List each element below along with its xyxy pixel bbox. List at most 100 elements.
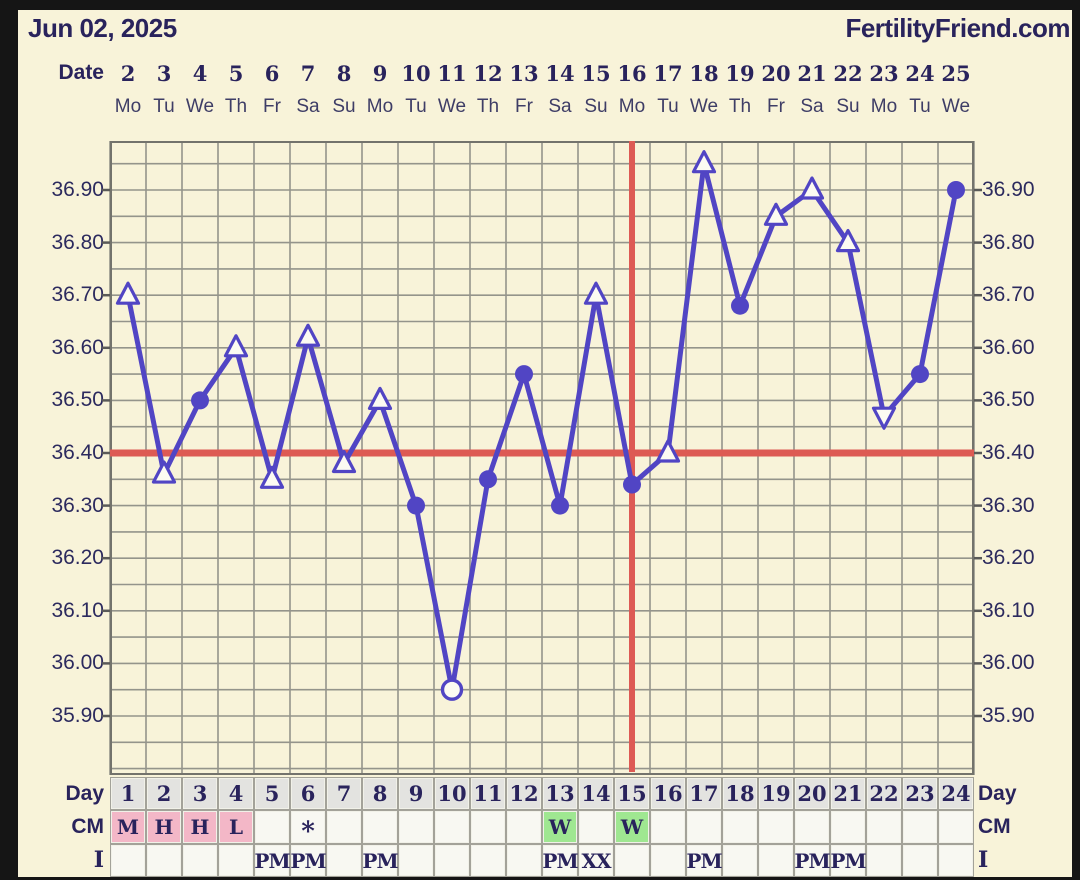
cm-cell-20[interactable] — [794, 810, 830, 844]
intercourse-cell-12[interactable] — [506, 844, 542, 877]
intercourse-cell-24[interactable] — [938, 844, 974, 877]
day-cell-24[interactable]: 24 — [938, 777, 974, 810]
day-cell-19[interactable]: 19 — [758, 777, 794, 810]
temp-marker-day-4[interactable] — [223, 334, 249, 358]
temp-marker-day-7[interactable] — [331, 449, 357, 474]
temp-marker-day-23[interactable] — [911, 365, 929, 384]
day-cell-8[interactable]: 8 — [362, 777, 398, 810]
day-cell-13[interactable]: 13 — [542, 777, 578, 810]
temp-marker-day-16[interactable] — [655, 439, 681, 463]
day-cell-22[interactable]: 22 — [866, 777, 902, 810]
day-cell-18[interactable]: 18 — [722, 777, 758, 810]
cm-cell-6[interactable]: * — [290, 810, 326, 847]
day-cell-3[interactable]: 3 — [182, 777, 218, 810]
day-cell-5[interactable]: 5 — [254, 777, 290, 810]
temp-marker-day-24[interactable] — [947, 181, 965, 199]
temp-marker-day-15[interactable] — [623, 475, 641, 494]
cm-cell-23[interactable] — [902, 810, 938, 844]
intercourse-cell-10[interactable] — [434, 844, 470, 877]
intercourse-cell-7[interactable] — [326, 844, 362, 877]
temperature-plot[interactable] — [102, 141, 982, 775]
intercourse-cell-16[interactable] — [650, 844, 686, 877]
day-cell-16[interactable]: 16 — [650, 777, 686, 810]
intercourse-cell-23[interactable] — [902, 844, 938, 877]
cm-cell-12[interactable] — [506, 810, 542, 844]
day-cell-17[interactable]: 17 — [686, 777, 722, 810]
day-cell-15[interactable]: 15 — [614, 777, 650, 810]
cm-cell-11[interactable] — [470, 810, 506, 844]
intercourse-cell-11[interactable] — [470, 844, 506, 877]
intercourse-cell-17[interactable]: PM — [686, 844, 723, 877]
cm-cell-9[interactable] — [398, 810, 434, 844]
temp-marker-day-14[interactable] — [583, 281, 609, 305]
intercourse-cell-4[interactable] — [218, 844, 254, 877]
day-cell-20[interactable]: 20 — [794, 777, 830, 810]
intercourse-cell-22[interactable] — [866, 844, 902, 877]
intercourse-cell-13[interactable]: PM — [542, 844, 579, 877]
cm-cell-17[interactable] — [686, 810, 722, 844]
temp-marker-day-12[interactable] — [515, 365, 533, 384]
intercourse-cell-18[interactable] — [722, 844, 758, 877]
weekday-cell-17: Tu — [657, 96, 679, 117]
temp-marker-day-18[interactable] — [731, 296, 749, 315]
intercourse-cell-8[interactable]: PM — [362, 844, 399, 877]
temp-marker-day-6[interactable] — [295, 323, 321, 347]
y-tick-36.90: 36.90 — [51, 178, 104, 201]
cm-cell-2[interactable]: H — [146, 810, 182, 844]
intercourse-cell-2[interactable] — [146, 844, 182, 877]
cm-cell-24[interactable] — [938, 810, 974, 844]
cm-cell-16[interactable] — [650, 810, 686, 844]
temp-marker-day-9[interactable] — [407, 496, 425, 515]
day-cell-14[interactable]: 14 — [578, 777, 614, 810]
cm-cell-5[interactable] — [254, 810, 290, 844]
day-cell-9[interactable]: 9 — [398, 777, 434, 810]
day-cell-10[interactable]: 10 — [434, 777, 470, 810]
intercourse-cell-20[interactable]: PM — [794, 844, 831, 877]
cm-cell-3[interactable]: H — [182, 810, 218, 844]
temp-marker-day-19[interactable] — [763, 202, 789, 226]
day-cell-2[interactable]: 2 — [146, 777, 182, 810]
cm-cell-15[interactable]: W — [614, 810, 650, 844]
temp-marker-day-11[interactable] — [479, 470, 497, 489]
day-cell-6[interactable]: 6 — [290, 777, 326, 810]
day-cell-1[interactable]: 1 — [110, 777, 146, 810]
cm-cell-13[interactable]: W — [542, 810, 578, 844]
day-cell-11[interactable]: 11 — [470, 777, 506, 810]
temp-marker-day-2[interactable] — [151, 460, 177, 484]
cm-cell-4[interactable]: L — [218, 810, 254, 844]
cm-cell-1[interactable]: M — [110, 810, 146, 844]
intercourse-cell-3[interactable] — [182, 844, 218, 877]
temp-marker-day-13[interactable] — [551, 496, 569, 515]
intercourse-cell-1[interactable] — [110, 844, 146, 877]
intercourse-cell-21[interactable]: PM — [830, 844, 867, 877]
date-cell-7: 7 — [300, 60, 316, 86]
day-cell-21[interactable]: 21 — [830, 777, 866, 810]
cm-cell-19[interactable] — [758, 810, 794, 844]
intercourse-cell-14[interactable]: XX — [578, 844, 614, 877]
intercourse-cell-19[interactable] — [758, 844, 794, 877]
intercourse-cell-9[interactable] — [398, 844, 434, 877]
temp-marker-day-17[interactable] — [691, 150, 717, 174]
day-cell-12[interactable]: 12 — [506, 777, 542, 810]
cm-cell-8[interactable] — [362, 810, 398, 844]
cm-cell-22[interactable] — [866, 810, 902, 844]
intercourse-cell-5[interactable]: PM — [254, 844, 291, 877]
cm-cell-14[interactable] — [578, 810, 614, 844]
cm-cell-21[interactable] — [830, 810, 866, 844]
intercourse-cell-6[interactable]: PM — [290, 844, 327, 877]
temp-marker-day-22[interactable] — [871, 406, 897, 430]
temp-marker-day-10[interactable] — [440, 678, 464, 701]
temp-marker-day-21[interactable] — [835, 228, 861, 253]
temp-marker-day-8[interactable] — [367, 386, 393, 410]
temp-marker-day-5[interactable] — [259, 465, 285, 489]
cm-cell-7[interactable] — [326, 810, 362, 844]
intercourse-cell-15[interactable] — [614, 844, 650, 877]
temp-marker-day-3[interactable] — [191, 391, 209, 410]
day-cell-23[interactable]: 23 — [902, 777, 938, 810]
temp-marker-day-1[interactable] — [115, 281, 141, 305]
day-cell-7[interactable]: 7 — [326, 777, 362, 810]
day-cell-4[interactable]: 4 — [218, 777, 254, 810]
temp-marker-day-20[interactable] — [799, 176, 825, 200]
cm-cell-18[interactable] — [722, 810, 758, 844]
cm-cell-10[interactable] — [434, 810, 470, 844]
